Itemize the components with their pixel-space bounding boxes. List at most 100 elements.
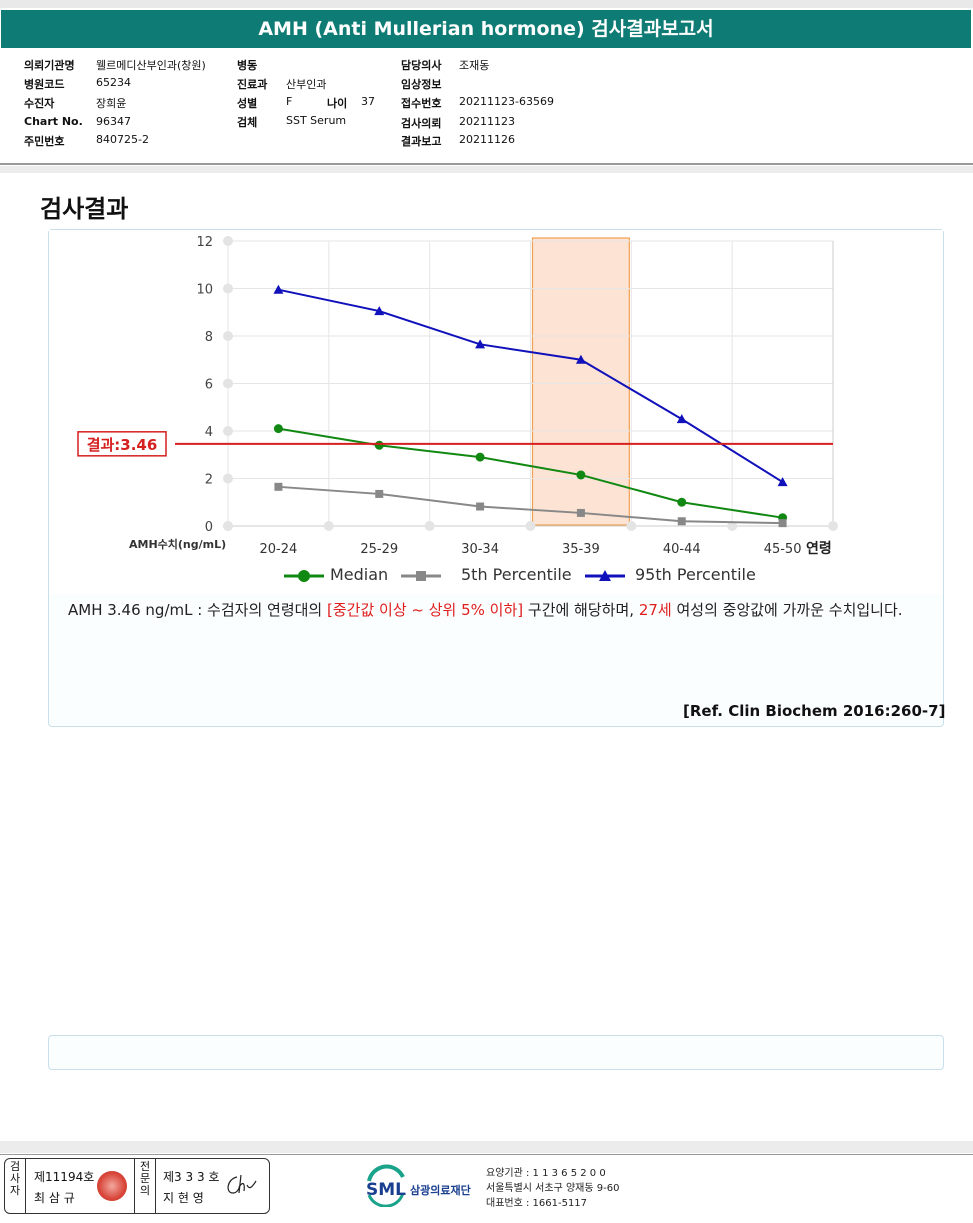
- dept-label: 진료과: [237, 78, 268, 91]
- data-point: [273, 424, 283, 434]
- data-point: [575, 354, 586, 364]
- result-label: 결과:3.46: [87, 436, 158, 454]
- x-tick-label: 35-39: [562, 542, 600, 557]
- signbox-divider: [25, 1159, 26, 1213]
- data-point: [777, 477, 788, 487]
- series-line: [278, 288, 784, 483]
- chart-no-label: Chart No.: [24, 115, 83, 128]
- footer-strip: [0, 1141, 973, 1153]
- y-tick-label: 12: [196, 235, 213, 250]
- specialist-license: 제3 3 3 호: [163, 1170, 220, 1184]
- axis-dot: [424, 521, 435, 531]
- receipt-value: 20211123-63569: [459, 95, 554, 108]
- x-tick-label: 40-44: [663, 542, 701, 557]
- institution-value: 웰르메디산부인과(창원): [96, 59, 206, 72]
- tester-name: 최 삼 규: [34, 1191, 75, 1205]
- result-description: AMH 3.46 ng/mL : 수검자의 연령대의 [중간값 이상 ~ 상위 …: [68, 598, 934, 622]
- phone: 대표번호 : 1661-5117: [486, 1198, 588, 1209]
- legend-marker: [298, 570, 310, 582]
- doctor-value: 조재동: [459, 59, 490, 72]
- sex-value: F: [286, 95, 293, 108]
- clinical-label: 임상정보: [401, 78, 442, 91]
- reference: [Ref. Clin Biochem 2016:260-7]: [683, 702, 946, 720]
- y-tick-label: 10: [196, 283, 213, 298]
- legend-5th: 5th Percentile: [461, 565, 572, 584]
- age-value: 37: [361, 95, 375, 108]
- data-point: [576, 508, 585, 517]
- report-title: AMH (Anti Mullerian hormone) 검사결과보고서: [1, 10, 971, 48]
- resident-no-label: 주민번호: [24, 135, 65, 148]
- series-line: [278, 485, 783, 525]
- doctor-label: 담당의사: [401, 59, 442, 72]
- sml-logo-text: SML: [366, 1180, 406, 1200]
- org-address: 요양기관 : 1 1 3 6 5 2 0 0 서울특별시 서초구 양재동 9-6…: [486, 1166, 619, 1211]
- report-date-value: 20211126: [459, 133, 515, 146]
- resident-no-value: 840725-2: [96, 133, 149, 146]
- y-tick-label: 4: [205, 425, 213, 440]
- ward-label: 병동: [237, 59, 258, 72]
- specialist-name: 지 현 영: [163, 1191, 204, 1205]
- data-point: [374, 440, 384, 450]
- receipt-label: 접수번호: [401, 97, 442, 110]
- empty-panel: [48, 1035, 944, 1070]
- data-point: [676, 414, 687, 424]
- divider-band: [0, 166, 973, 173]
- desc-range-highlight: [중간값 이상 ~ 상위 5% 이하]: [327, 601, 524, 619]
- axis-dot: [828, 521, 838, 531]
- signbox-divider: [134, 1159, 135, 1213]
- y-axis-label: AMH수치(ng/mL): [129, 537, 226, 551]
- data-point: [476, 502, 485, 511]
- amh-chart: 0 2 4 6 8 10 12 20-24 25-29 30-34 35-39 40-44 45-50 연…: [77, 235, 838, 582]
- result-label-box: [77, 431, 167, 457]
- signature: [227, 1174, 257, 1194]
- tester-label: 검사자: [9, 1160, 21, 1197]
- highlight-band: [531, 237, 630, 526]
- specimen-label: 검체: [237, 116, 258, 129]
- desc-part2: 구간에 해당하며,: [523, 601, 639, 619]
- section-title: 검사결과: [40, 195, 129, 223]
- age-label: 나이: [327, 97, 348, 110]
- y-tick-label: 8: [205, 330, 213, 345]
- desc-part3: 여성의 중앙값에 가까운 수치입니다.: [671, 601, 903, 619]
- patient-label: 수진자: [24, 97, 55, 110]
- axis-dot: [626, 521, 637, 531]
- legend-95th: 95th Percentile: [635, 565, 756, 584]
- axis-dot: [223, 331, 233, 341]
- x-tick-label: 30-34: [461, 542, 499, 557]
- patient-value: 장희윤: [96, 97, 127, 110]
- data-point: [475, 339, 486, 349]
- specimen-value: SST Serum: [286, 114, 347, 127]
- institution-label: 의뢰기관명: [24, 59, 75, 72]
- y-tick-label: 2: [205, 473, 213, 488]
- axis-dot: [223, 283, 233, 294]
- signature-box: 검사자 제11194호 최 삼 규 전문의 제3 3 3 호 지 현 영: [4, 1158, 270, 1214]
- specialist-label: 전문의: [139, 1160, 151, 1197]
- data-point: [274, 482, 283, 491]
- axis-dot: [727, 521, 738, 531]
- data-point: [475, 452, 485, 462]
- axis-dot: [223, 521, 233, 531]
- request-date: 20211123: [459, 115, 515, 128]
- x-tick-label: 25-29: [360, 542, 398, 557]
- top-strip: [0, 0, 973, 8]
- data-point: [374, 306, 385, 316]
- divider: [0, 163, 973, 165]
- legend-marker: [416, 571, 426, 581]
- data-point: [677, 517, 686, 526]
- care-number: 요양기관 : 1 1 3 6 5 2 0 0: [486, 1168, 606, 1179]
- footer-divider: [0, 1154, 973, 1155]
- sml-logo-icon: [367, 1164, 405, 1207]
- dept-value: 산부인과: [286, 78, 327, 91]
- legend-median: Median: [330, 565, 389, 584]
- series-line: [278, 427, 783, 519]
- axis-dot: [525, 521, 536, 531]
- org-name: 삼광의료재단: [410, 1184, 471, 1197]
- sex-label: 성별: [237, 97, 258, 110]
- data-point: [677, 497, 687, 507]
- axis-dot: [223, 236, 233, 246]
- x-axis-label: 연령: [806, 541, 832, 557]
- desc-age-highlight: 27세: [638, 601, 672, 619]
- y-tick-label: 0: [205, 520, 213, 535]
- patient-info: 의뢰기관명 웰르메디산부인과(창원) 병원코드 65234 수진자 장희윤 Ch…: [0, 52, 973, 162]
- request-label: 검사의뢰: [401, 117, 442, 130]
